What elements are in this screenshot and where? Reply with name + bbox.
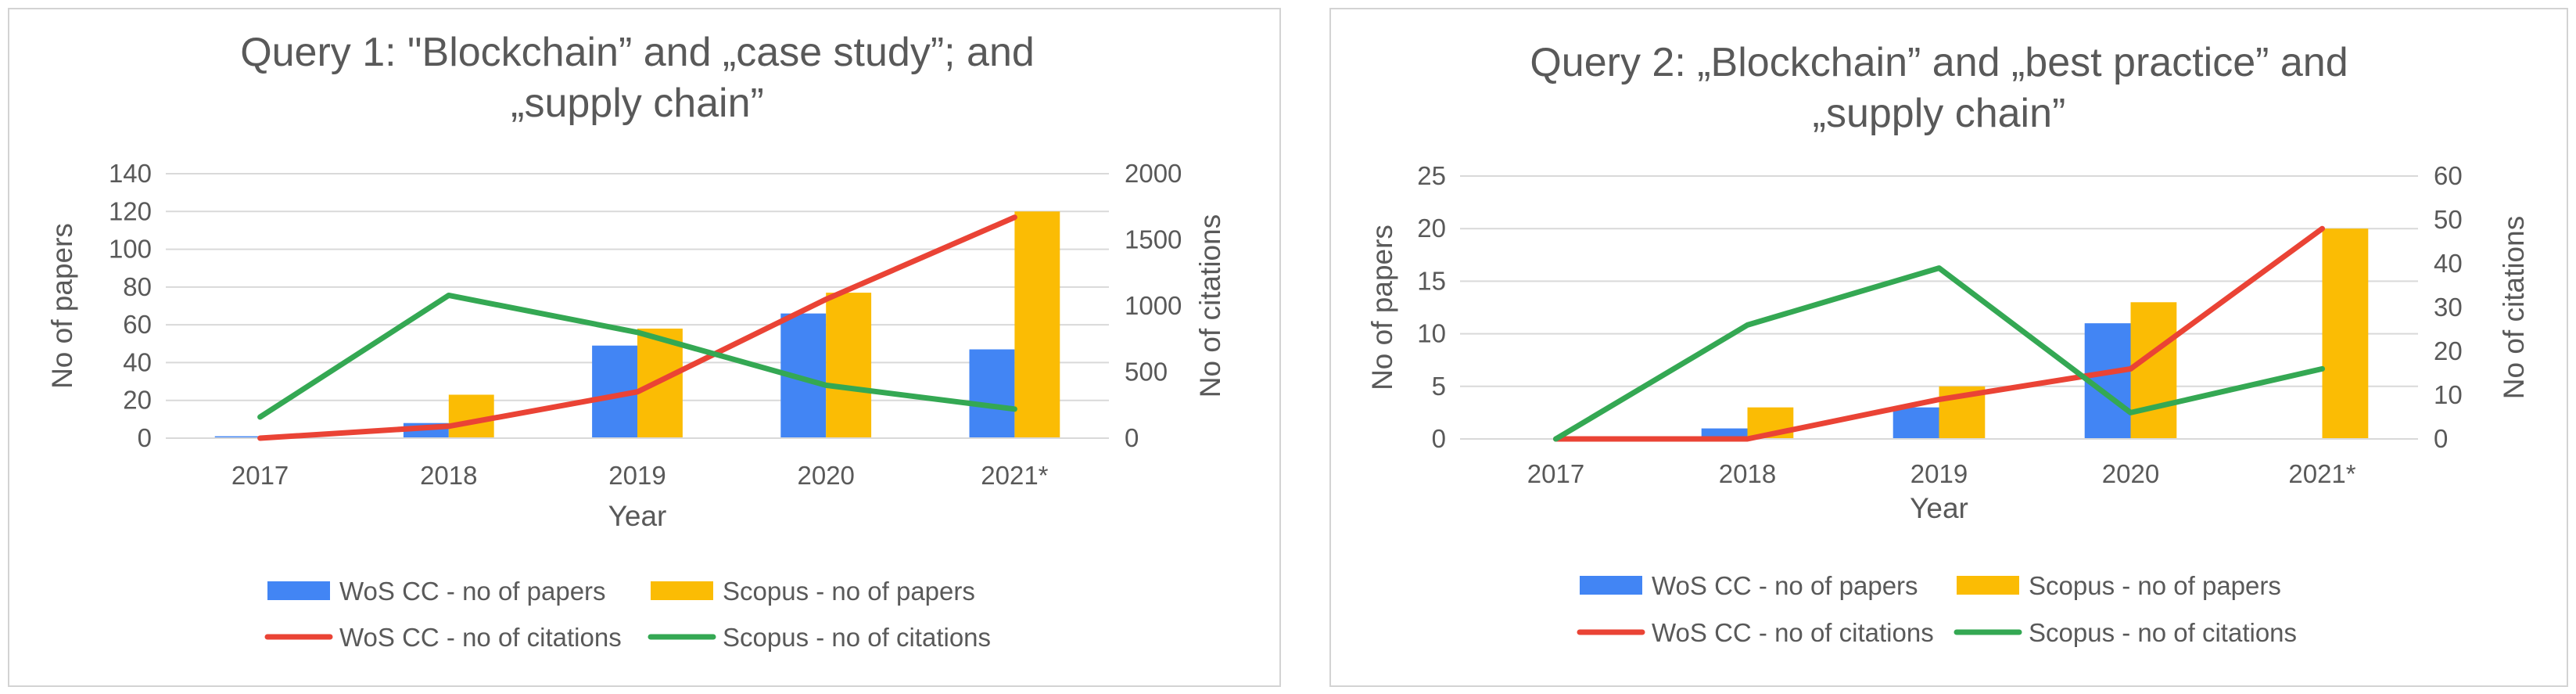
legend-label: Scopus - no of citations bbox=[2029, 618, 2297, 647]
legend-label: Scopus - no of papers bbox=[2029, 571, 2281, 600]
y-tick-label: 80 bbox=[123, 272, 152, 301]
x-tick-label: 2018 bbox=[420, 461, 477, 490]
x-tick-label: 2021* bbox=[2288, 459, 2355, 488]
y-tick-label: 15 bbox=[1417, 266, 1446, 295]
chart-query-1: Query 1: "Blockchain” and „case study”; … bbox=[46, 30, 1226, 652]
y2-tick-label: 30 bbox=[2434, 293, 2463, 322]
legend-label: Scopus - no of papers bbox=[723, 577, 975, 606]
y-tick-label: 20 bbox=[1417, 214, 1446, 243]
y2-tick-label: 40 bbox=[2434, 249, 2463, 278]
y2-tick-label: 10 bbox=[2434, 380, 2463, 409]
legend-swatch bbox=[651, 581, 713, 600]
chart-title-line: Query 2: „Blockchain” and „best practice… bbox=[1530, 40, 2348, 85]
y-tick-label: 100 bbox=[109, 235, 152, 264]
bar-scopus-papers bbox=[448, 394, 494, 438]
y-tick-label: 5 bbox=[1432, 372, 1446, 401]
chart-panel-query-1: Query 1: "Blockchain” and „case study”; … bbox=[8, 8, 1281, 687]
y-tick-label: 140 bbox=[109, 159, 152, 188]
bar-scopus-papers bbox=[1014, 211, 1060, 438]
y2-tick-label: 1500 bbox=[1125, 225, 1182, 254]
x-tick-label: 2020 bbox=[2102, 459, 2159, 488]
line-wos-citations bbox=[257, 214, 1017, 441]
legend-label: WoS CC - no of papers bbox=[1652, 571, 1918, 600]
y-tick-label: 25 bbox=[1417, 161, 1446, 190]
legend-swatch bbox=[267, 581, 330, 600]
legend-swatch bbox=[1580, 576, 1642, 595]
bar-scopus-papers bbox=[826, 293, 872, 438]
y2-axis-title: No of citations bbox=[2498, 216, 2530, 399]
legend-swatch bbox=[1957, 576, 2019, 595]
y-tick-label: 0 bbox=[1432, 424, 1446, 453]
legend-label: Scopus - no of citations bbox=[723, 623, 991, 652]
bar-scopus-papers bbox=[2322, 228, 2369, 439]
chart-title-line: „supply chain” bbox=[511, 81, 764, 126]
x-tick-label: 2019 bbox=[1910, 459, 1968, 488]
x-tick-label: 2018 bbox=[1719, 459, 1776, 488]
y-axis-title: No of papers bbox=[46, 223, 78, 389]
y-axis-title: No of papers bbox=[1366, 225, 1398, 390]
x-axis-title: Year bbox=[1910, 492, 1968, 524]
bar-wos-papers bbox=[214, 436, 260, 438]
legend-label: WoS CC - no of citations bbox=[1652, 618, 1934, 647]
y2-tick-label: 0 bbox=[2434, 424, 2448, 453]
x-tick-label: 2019 bbox=[608, 461, 666, 490]
y2-tick-label: 20 bbox=[2434, 336, 2463, 365]
chart-title-line: Query 1: "Blockchain” and „case study”; … bbox=[240, 30, 1035, 75]
y2-tick-label: 500 bbox=[1125, 358, 1168, 387]
y2-axis-title: No of citations bbox=[1194, 214, 1226, 397]
chart-panel-query-2: Query 2: „Blockchain” and „best practice… bbox=[1329, 8, 2568, 687]
line-scopus-citations bbox=[257, 292, 1017, 420]
legend-label: WoS CC - no of papers bbox=[339, 577, 606, 606]
x-tick-label: 2017 bbox=[231, 461, 289, 490]
x-tick-label: 2020 bbox=[797, 461, 854, 490]
y-tick-label: 10 bbox=[1417, 319, 1446, 348]
y2-tick-label: 1000 bbox=[1125, 291, 1182, 320]
y-tick-label: 20 bbox=[123, 386, 152, 415]
line-wos-citations bbox=[1553, 225, 2325, 442]
y-tick-label: 40 bbox=[123, 347, 152, 376]
x-axis-title: Year bbox=[608, 500, 667, 532]
bar-wos-papers bbox=[969, 349, 1015, 438]
y-tick-label: 0 bbox=[138, 423, 152, 452]
y2-tick-label: 50 bbox=[2434, 205, 2463, 234]
legend-label: WoS CC - no of citations bbox=[339, 623, 622, 652]
x-tick-label: 2021* bbox=[981, 461, 1048, 490]
chart-title-line: „supply chain” bbox=[1813, 91, 2066, 136]
y2-tick-label: 60 bbox=[2434, 161, 2463, 190]
line-scopus-citations bbox=[1553, 265, 2325, 442]
x-tick-label: 2017 bbox=[1527, 459, 1584, 488]
y-tick-label: 60 bbox=[123, 310, 152, 339]
y2-tick-label: 0 bbox=[1125, 423, 1139, 452]
y2-tick-label: 2000 bbox=[1125, 159, 1182, 188]
chart-query-2: Query 2: „Blockchain” and „best practice… bbox=[1366, 40, 2530, 647]
bar-wos-papers bbox=[1893, 407, 1939, 439]
bar-scopus-papers bbox=[2130, 302, 2177, 439]
y-tick-label: 120 bbox=[109, 196, 152, 225]
